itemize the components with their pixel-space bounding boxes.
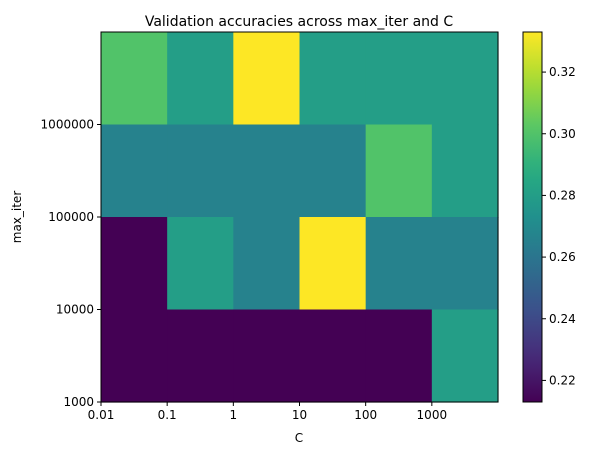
x-tick-label: 1000 [417,408,448,422]
y-tick-label: 100000 [48,210,94,224]
heatmap-cell [167,124,234,218]
heatmap-cell [431,32,499,126]
colorbar-ticks: 0.22 0.24 0.26 0.28 0.30 0.32 [542,65,576,387]
x-tick-label: 0.01 [88,408,115,422]
heatmap-cell [167,217,234,311]
heatmap-cell [299,309,367,403]
heatmap-cell [101,32,168,126]
heatmap-cell [101,124,168,218]
chart-title: Validation accuracies across max_iter an… [145,14,454,30]
x-axis-label: C [295,431,303,445]
heatmap-cell [299,124,367,218]
heatmap-cell [167,309,234,403]
colorbar-tick-label: 0.26 [549,250,576,264]
heatmap-cell [431,217,499,311]
colorbar-tick-label: 0.30 [549,127,576,141]
x-axis-ticks: 0.01 0.1 1 10 100 1000 [88,402,447,422]
colorbar-tick-label: 0.22 [549,373,576,387]
heatmap-cell [233,32,301,126]
heatmap-cell [233,124,301,218]
colorbar-tick-label: 0.24 [549,312,576,326]
heatmap-cells [101,32,499,403]
x-tick-label: 10 [292,408,307,422]
y-axis-label: max_iter [10,191,24,244]
heatmap-cell [299,32,367,126]
x-tick-label: 1 [230,408,238,422]
heatmap-cell [365,32,433,126]
colorbar-tick-label: 0.28 [549,188,576,202]
x-tick-label: 0.1 [158,408,177,422]
heatmap-cell [431,309,499,403]
y-tick-label: 10000 [56,303,94,317]
heatmap-cell [299,217,367,311]
heatmap-cell [365,309,433,403]
heatmap-cell [365,217,433,311]
heatmap-cell [101,309,168,403]
x-tick-label: 100 [354,408,377,422]
y-tick-label: 1000000 [41,118,94,132]
heatmap-cell [233,217,301,311]
y-tick-label: 1000 [63,395,94,409]
colorbar-tick-label: 0.32 [549,65,576,79]
heatmap-cell [167,32,234,126]
heatmap-cell [101,217,168,311]
y-axis-ticks: 1000 10000 100000 1000000 [41,118,101,409]
heatmap-cell [233,309,301,403]
heatmap-cell [431,124,499,218]
heatmap-cell [365,124,433,218]
colorbar [522,31,543,403]
